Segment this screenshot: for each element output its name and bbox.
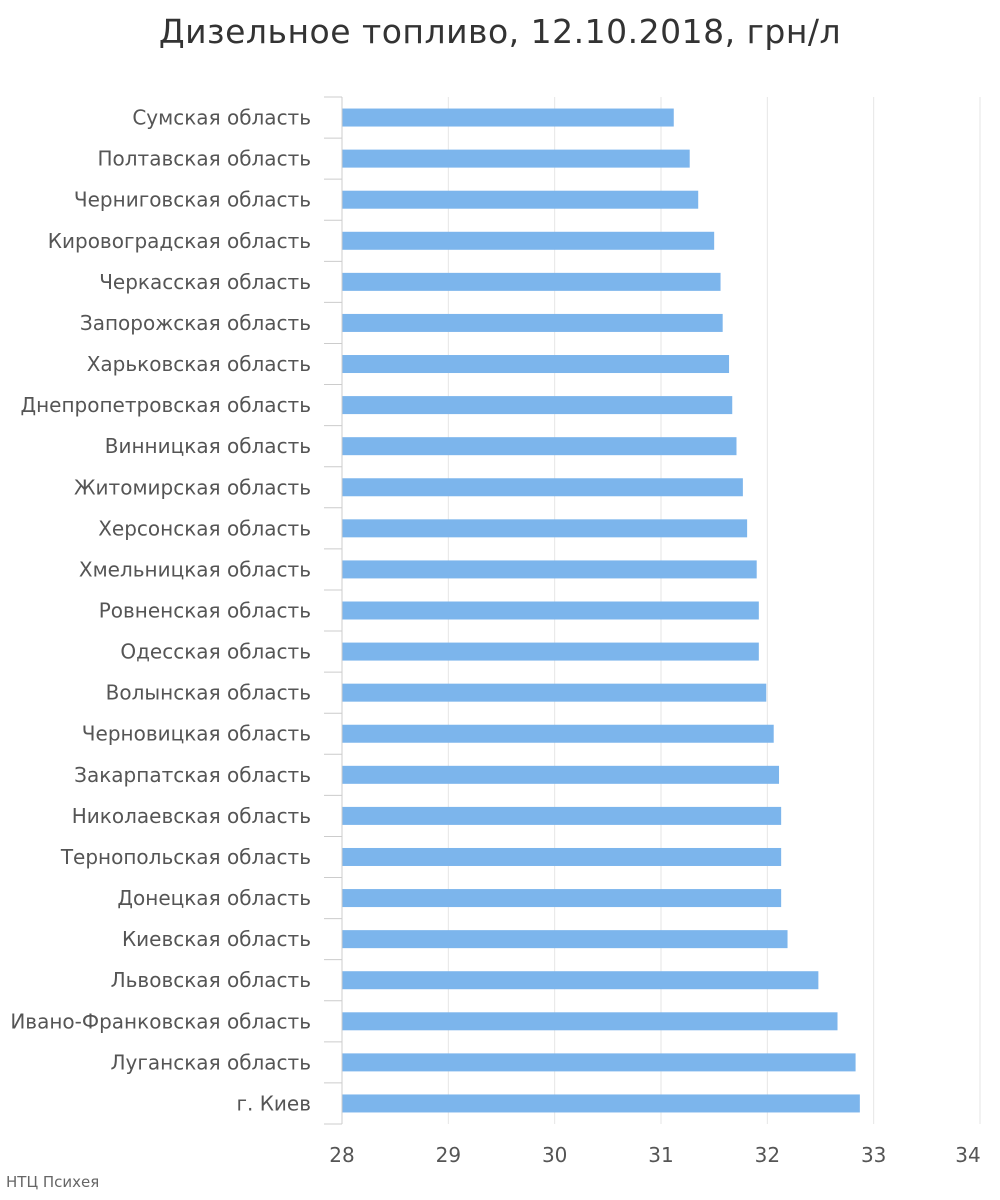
x-tick-label: 32 [755, 1143, 780, 1167]
bar[interactable] [342, 519, 748, 538]
category-label: г. Киев [236, 1091, 311, 1115]
chart-title: Дизельное топливо, 12.10.2018, грн/л [158, 12, 842, 51]
category-label: Кировоградская область [48, 229, 311, 253]
bar[interactable] [342, 724, 774, 743]
bar[interactable] [342, 1053, 856, 1072]
bar[interactable] [342, 396, 733, 415]
x-tick-label: 30 [542, 1143, 567, 1167]
x-tick-label: 29 [436, 1143, 461, 1167]
category-label: Волынская область [106, 681, 311, 705]
category-label: Херсонская область [98, 516, 311, 540]
bar[interactable] [342, 313, 723, 332]
category-label: Николаевская область [72, 804, 311, 828]
category-label: Винницкая область [105, 434, 311, 458]
bar[interactable] [342, 601, 759, 620]
category-label: Хмельницкая область [79, 557, 311, 581]
x-tick-label: 31 [648, 1143, 673, 1167]
bar[interactable] [342, 478, 743, 497]
bar[interactable] [342, 683, 767, 702]
bar[interactable] [342, 806, 782, 825]
category-label: Тернопольская область [60, 845, 311, 869]
bar[interactable] [342, 765, 780, 784]
category-label: Харьковская область [87, 352, 311, 376]
bar[interactable] [342, 847, 782, 866]
bar[interactable] [342, 437, 737, 456]
category-label: Полтавская область [97, 147, 311, 171]
bar[interactable] [342, 642, 759, 661]
bar[interactable] [342, 560, 757, 579]
category-label: Киевская область [122, 927, 311, 951]
bar[interactable] [342, 1094, 860, 1113]
category-label: Львовская область [111, 968, 311, 992]
bar[interactable] [342, 930, 788, 949]
category-labels: Сумская область Полтавская область Черниго… [10, 106, 311, 1116]
category-label: Ровненская область [99, 599, 311, 623]
bar[interactable] [342, 1012, 838, 1031]
bar[interactable] [342, 190, 699, 209]
source-credit: НТЦ Психея [6, 1173, 100, 1191]
category-label: Закарпатская область [74, 763, 311, 787]
category-label: Ивано-Франковская область [10, 1009, 311, 1033]
category-label: Черкасская область [99, 270, 311, 294]
category-label: Запорожская область [80, 311, 311, 335]
bar[interactable] [342, 231, 715, 250]
x-tick-label: 34 [955, 1143, 980, 1167]
category-label: Одесская область [120, 640, 311, 664]
category-label: Черниговская область [74, 188, 311, 212]
bar[interactable] [342, 272, 721, 291]
category-label: Сумская область [132, 106, 311, 130]
category-label: Черновицкая область [82, 722, 311, 746]
x-axis-ticks: 28 29 30 31 32 33 34 [329, 1143, 980, 1167]
bar[interactable] [342, 355, 730, 374]
bar[interactable] [342, 108, 674, 127]
bar[interactable] [342, 971, 819, 990]
category-label: Донецкая область [117, 886, 311, 910]
x-tick-label: 28 [329, 1143, 354, 1167]
bar[interactable] [342, 889, 782, 908]
category-label: Днепропетровская область [20, 393, 311, 417]
bar[interactable] [342, 149, 690, 168]
category-label: Житомирская область [74, 475, 311, 499]
x-tick-label: 33 [861, 1143, 886, 1167]
category-label: Луганская область [111, 1050, 311, 1074]
bars [342, 108, 860, 1113]
